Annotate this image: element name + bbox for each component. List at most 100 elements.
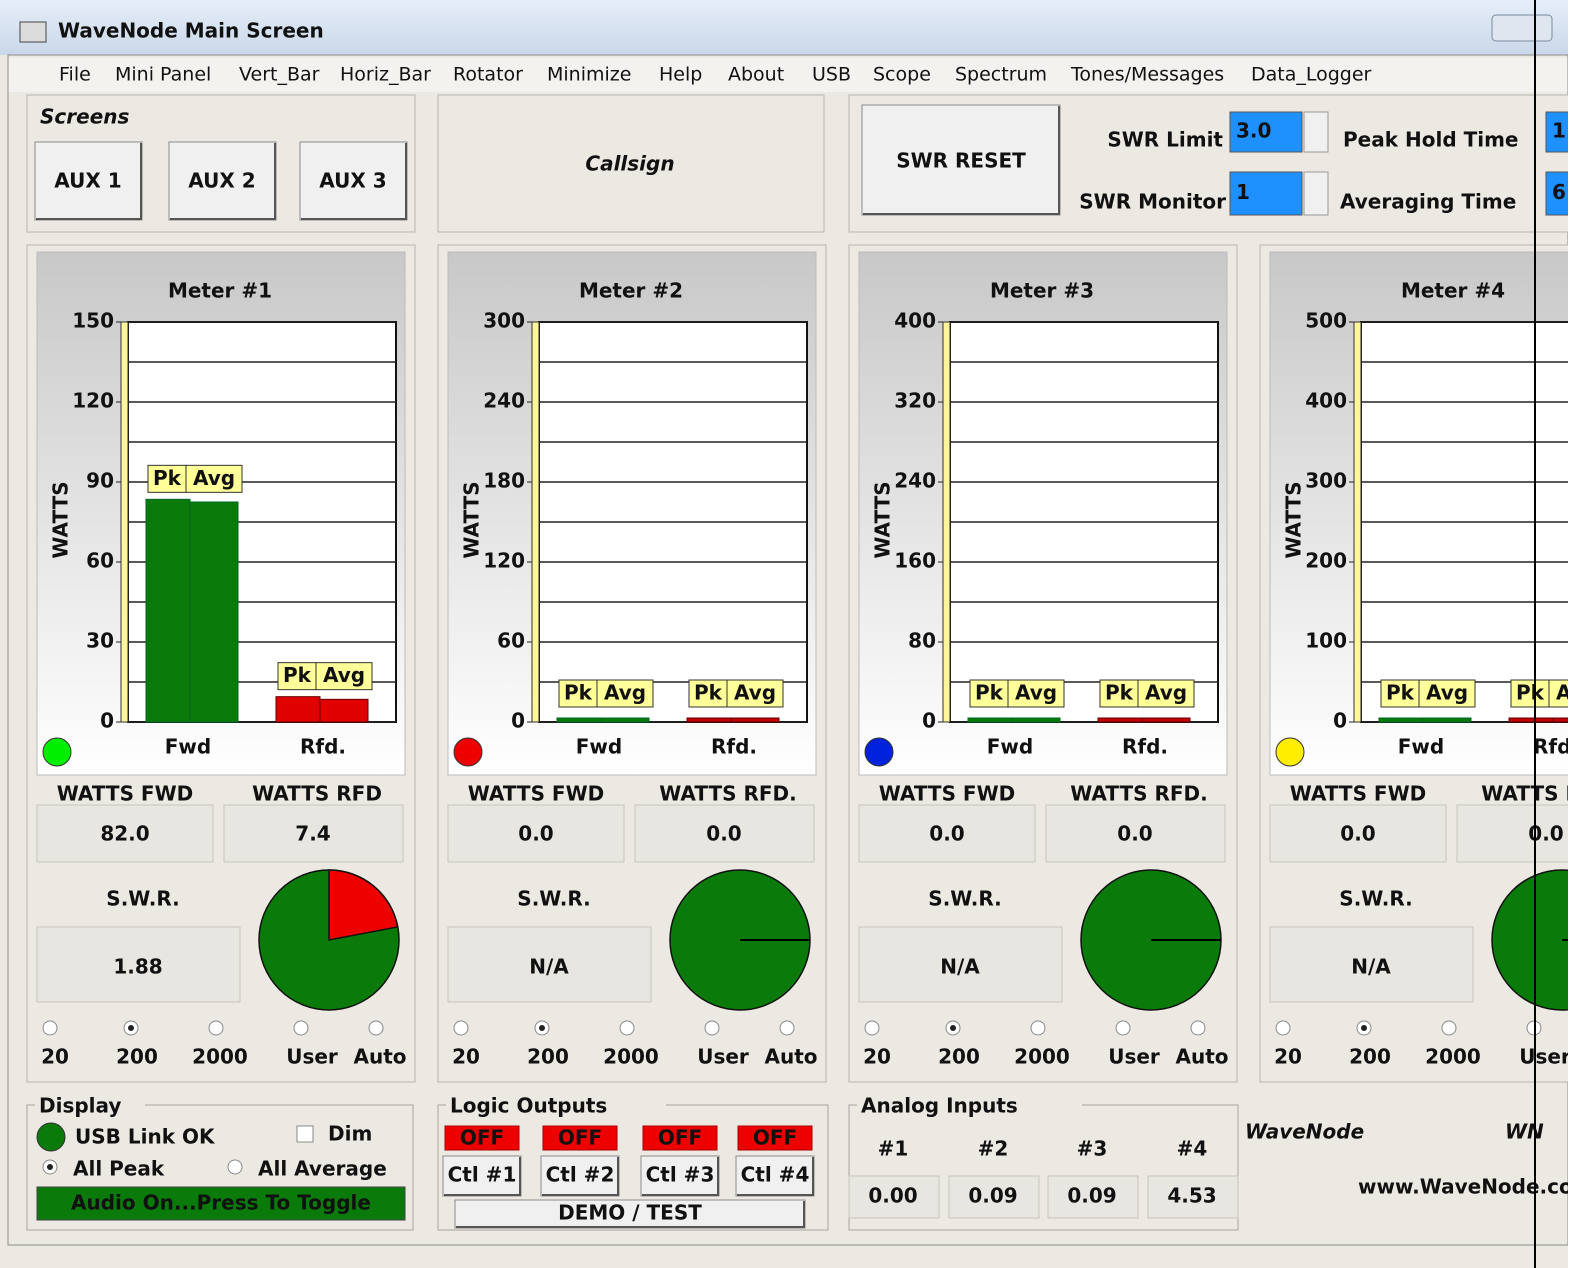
status-indicator [453,737,483,767]
y-tick-label: 180 [483,469,525,493]
swr-box [1269,926,1474,1003]
swr-dial-slice [328,869,399,941]
status-indicator [1275,737,1305,767]
fwd-label: WATTS FWD [57,782,194,806]
category-label: Rfd. [711,735,757,759]
display-group-title: Display [39,1094,121,1118]
y-tick-label: 0 [100,709,114,733]
swr-monitor-input-spinner[interactable] [1303,171,1329,216]
range-radio[interactable] [453,1020,469,1036]
bar [1378,717,1424,723]
range-radio[interactable] [208,1020,224,1036]
swr-reset-button[interactable] [861,104,1061,216]
range-radio[interactable] [368,1020,384,1036]
y-tick-label: 120 [72,389,114,413]
all-peak-label: All Peak [73,1157,165,1181]
swr-limit-input-spinner[interactable] [1303,111,1329,153]
bar [1422,717,1472,723]
menu-item[interactable]: Spectrum [955,64,1047,86]
menu-item[interactable]: Mini Panel [115,64,211,86]
swr-value: N/A [940,955,980,979]
range-label: Auto [1586,1045,1592,1069]
menu-item[interactable]: USB [812,64,851,86]
control-button[interactable] [735,1155,815,1197]
aux-button-label: AUX 1 [54,169,121,193]
avg-label: Avg [193,466,235,490]
menu-item[interactable]: Horiz_Bar [340,64,431,86]
control-button[interactable] [540,1155,620,1197]
dim-checkbox[interactable] [296,1125,314,1143]
rfd-box [1456,804,1568,863]
menu-item[interactable]: About [728,64,784,86]
bar-color [1552,717,1568,723]
range-radio[interactable] [1441,1020,1457,1036]
aux-button[interactable] [299,141,408,221]
y-tick-label: 300 [483,309,525,333]
menu-item[interactable]: Tones/Messages [1070,64,1224,86]
analog-value: 0.00 [868,1184,917,1208]
meter-title: Meter #1 [168,279,272,303]
demo-button[interactable] [454,1199,806,1229]
output-state-label: OFF [658,1126,702,1150]
aux-button[interactable] [168,141,277,221]
menu-item[interactable]: Help [659,64,702,86]
menu-item[interactable]: File [59,64,91,86]
output-state-label: OFF [460,1126,504,1150]
range-label: 200 [116,1045,158,1069]
pk-label-box [277,662,317,691]
window-control[interactable] [1491,14,1553,42]
range-radio[interactable] [1030,1020,1046,1036]
aux-button[interactable] [34,141,143,221]
pk-label: Pk [1516,681,1545,705]
fwd-value: 82.0 [100,822,149,846]
pk-label-box [558,679,598,708]
menu-item[interactable]: Rotator [453,64,523,86]
range-radio-dot [950,1025,956,1031]
range-radio[interactable] [42,1020,58,1036]
range-label: Auto [1175,1045,1228,1069]
control-button-shade [737,1157,814,1196]
range-radio[interactable] [1275,1020,1291,1036]
brand-model: WN [1505,1120,1544,1144]
avg-label: Avg [1426,681,1468,705]
range-radio[interactable] [704,1020,720,1036]
range-radio[interactable] [779,1020,795,1036]
demo-button-shade [456,1201,805,1228]
menu-item[interactable]: Vert_Bar [239,64,320,86]
analog-value-box [1147,1175,1239,1219]
range-radio[interactable] [864,1020,880,1036]
peak-hold-input[interactable] [1545,111,1592,153]
bar-color [1508,717,1554,723]
audio-button[interactable] [36,1186,406,1221]
rfd-label: WATTS RFD. [1481,782,1592,806]
menu-item[interactable]: Minimize [547,64,631,86]
swr-reset-label: SWR RESET [896,149,1026,173]
swr-monitor-input[interactable] [1229,171,1303,216]
control-button[interactable] [442,1155,522,1197]
aux-button-label: AUX 3 [319,169,386,193]
y-tick-label: 400 [894,309,936,333]
aux-button-shade [170,143,276,220]
all-average-radio[interactable] [227,1159,243,1175]
range-radio[interactable] [293,1020,309,1036]
y-axis-label: WATTS [460,481,484,558]
bar [145,498,191,723]
title-bar [0,0,1568,55]
callsign: Callsign [585,152,674,176]
range-radio[interactable] [619,1020,635,1036]
range-radio[interactable] [1115,1020,1131,1036]
rfd-box [634,804,815,863]
aux-button-shade [36,143,142,220]
range-radio[interactable] [1190,1020,1206,1036]
rfd-value: 0.0 [1117,822,1152,846]
analog-channel: #3 [1077,1137,1108,1161]
menu-item[interactable]: Scope [873,64,931,86]
averaging-input[interactable] [1545,171,1592,216]
pk-label-box [147,464,187,493]
bar [1011,717,1061,723]
menu-item[interactable]: Data_Logger [1251,64,1372,86]
range-label: 2000 [1425,1045,1481,1069]
swr-limit-input[interactable] [1229,111,1303,153]
rfd-value: 0.0 [706,822,741,846]
